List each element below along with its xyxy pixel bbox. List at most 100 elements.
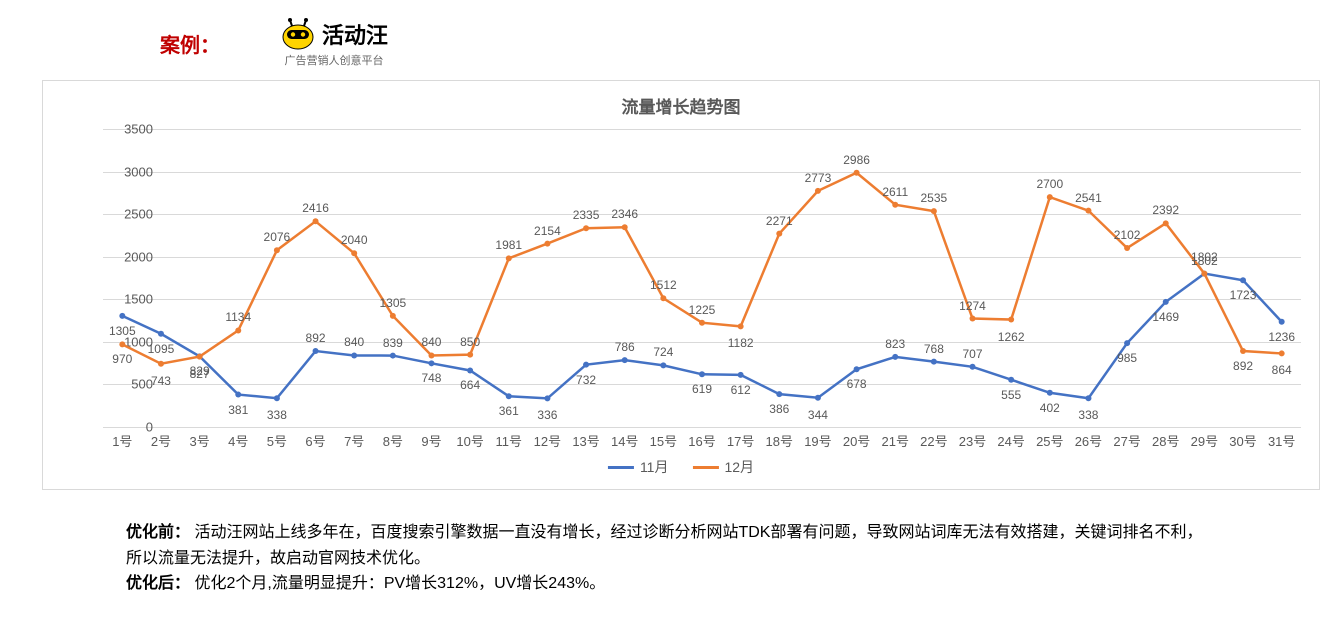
series-marker: [970, 364, 976, 370]
data-label: 2392: [1152, 203, 1179, 217]
series-marker: [506, 255, 512, 261]
after-text: 优化2个月,流量明显提升：PV增长312%，UV增长243%。: [194, 575, 605, 592]
x-axis-label: 23号: [959, 431, 986, 450]
series-marker: [467, 367, 473, 373]
data-label: 1134: [225, 310, 251, 324]
x-axis-label: 25号: [1036, 431, 1063, 450]
series-marker: [158, 361, 164, 367]
chart-title: 流量增长趋势图: [43, 93, 1319, 118]
x-axis-label: 30号: [1229, 431, 1256, 450]
series-marker: [235, 392, 241, 398]
series-marker: [1163, 220, 1169, 226]
series-marker: [1279, 350, 1285, 356]
series-marker: [815, 395, 821, 401]
legend-label: 12月: [724, 457, 754, 477]
data-label: 381: [228, 403, 248, 417]
x-axis-label: 1号: [112, 431, 132, 450]
data-label: 827: [190, 367, 210, 381]
data-label: 786: [615, 340, 635, 354]
data-label: 2102: [1114, 228, 1141, 242]
series-marker: [1008, 377, 1014, 383]
series-marker: [313, 348, 319, 354]
data-label: 1512: [650, 278, 677, 292]
x-axis-label: 20号: [843, 431, 870, 450]
chart-container: 流量增长趋势图 05001000150020002500300035001号2号…: [42, 80, 1320, 490]
series-marker: [506, 393, 512, 399]
series-marker: [776, 231, 782, 237]
x-axis-label: 2号: [151, 431, 171, 450]
before-text: 活动汪网站上线多年在，百度搜索引擎数据一直没有增长，经过诊断分析网站TDK部署有…: [126, 524, 1202, 567]
series-marker: [274, 247, 280, 253]
data-label: 2346: [611, 207, 638, 221]
data-label: 2154: [534, 224, 561, 238]
data-label: 748: [421, 371, 441, 385]
series-marker: [738, 372, 744, 378]
data-label: 1981: [495, 238, 522, 252]
data-label: 892: [1233, 359, 1253, 373]
description-block: 优化前： 活动汪网站上线多年在，百度搜索引擎数据一直没有增长，经过诊断分析网站T…: [126, 520, 1206, 597]
data-label: 2541: [1075, 191, 1102, 205]
data-label: 664: [460, 378, 480, 392]
series-marker: [854, 366, 860, 372]
x-axis-label: 13号: [572, 431, 599, 450]
series-marker: [235, 327, 241, 333]
data-label: 555: [1001, 388, 1021, 402]
x-axis-label: 18号: [766, 431, 793, 450]
series-marker: [1008, 317, 1014, 323]
x-axis-label: 16号: [688, 431, 715, 450]
series-marker: [313, 218, 319, 224]
x-axis-label: 27号: [1113, 431, 1140, 450]
data-label: 1723: [1230, 288, 1257, 302]
series-marker: [1124, 340, 1130, 346]
data-label: 1225: [689, 303, 716, 317]
data-label: 1236: [1268, 330, 1295, 344]
series-marker: [351, 352, 357, 358]
series-marker: [158, 331, 164, 337]
data-label: 1802: [1191, 250, 1218, 264]
x-axis-label: 14号: [611, 431, 638, 450]
data-label: 970: [112, 352, 132, 366]
data-label: 361: [499, 404, 519, 418]
series-line: [122, 274, 1281, 399]
series-marker: [970, 316, 976, 322]
data-label: 985: [1117, 351, 1137, 365]
series-marker: [351, 250, 357, 256]
series-marker: [931, 208, 937, 214]
series-marker: [428, 360, 434, 366]
data-label: 840: [421, 335, 441, 349]
series-marker: [197, 354, 203, 360]
data-label: 386: [769, 402, 789, 416]
data-label: 678: [847, 377, 867, 391]
data-label: 724: [653, 345, 673, 359]
series-marker: [1279, 319, 1285, 325]
series-marker: [1124, 245, 1130, 251]
legend-item: 12月: [692, 457, 754, 477]
series-marker: [699, 320, 705, 326]
legend-label: 11月: [640, 457, 669, 477]
data-label: 1274: [959, 299, 986, 313]
legend-item: 11月: [608, 457, 669, 477]
data-label: 2416: [302, 201, 329, 215]
x-axis-label: 10号: [456, 431, 483, 450]
data-label: 2611: [882, 185, 908, 199]
logo-block: 活动汪 广告营销人创意平台: [280, 18, 388, 68]
series-marker: [622, 357, 628, 363]
series-line: [122, 173, 1281, 364]
x-axis-label: 11号: [496, 431, 523, 450]
series-marker: [544, 241, 550, 247]
series-marker: [1240, 348, 1246, 354]
series-marker: [390, 313, 396, 319]
data-label: 2335: [573, 208, 600, 222]
chart-legend: 11月 12月: [608, 457, 754, 477]
series-marker: [738, 323, 744, 329]
x-axis-label: 17号: [727, 431, 754, 450]
data-label: 732: [576, 373, 596, 387]
data-label: 840: [344, 335, 364, 349]
series-marker: [1201, 271, 1207, 277]
series-marker: [776, 391, 782, 397]
x-axis-label: 15号: [650, 431, 677, 450]
x-axis-label: 12号: [534, 431, 561, 450]
data-label: 2040: [341, 233, 368, 247]
series-marker: [390, 353, 396, 359]
x-axis-label: 24号: [997, 431, 1024, 450]
